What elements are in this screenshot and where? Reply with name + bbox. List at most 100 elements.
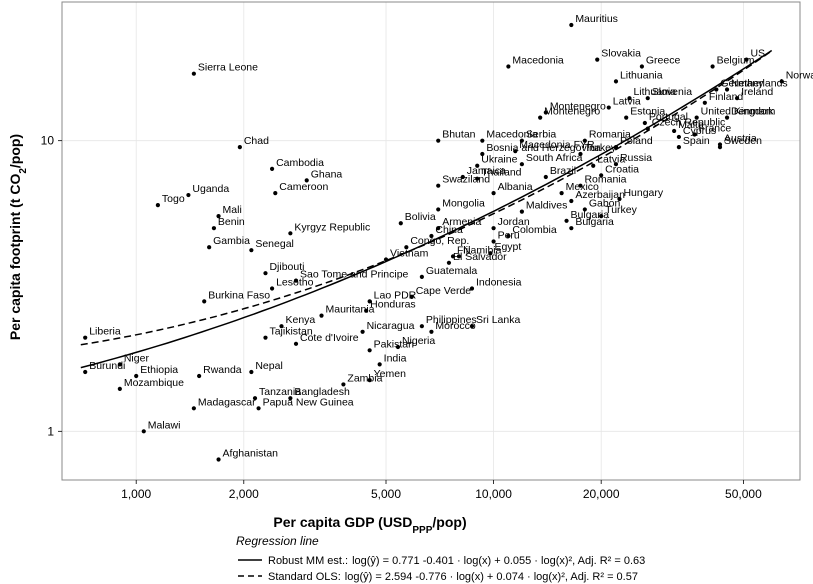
- point-label: Peru: [498, 229, 520, 241]
- data-point: [273, 191, 278, 196]
- point-label: United Kingdom: [701, 106, 776, 118]
- legend-entry-robust: Robust MM est.: log(ŷ) = 0.771 -0.401 · l…: [268, 555, 645, 567]
- point-label: Latvia: [613, 96, 641, 108]
- point-label: Denmark: [731, 106, 774, 118]
- data-point: [506, 64, 511, 69]
- data-point: [491, 239, 496, 244]
- data-point: [488, 251, 493, 256]
- data-point: [480, 151, 485, 157]
- point-label: India: [384, 352, 407, 364]
- point-label: Pakistan: [374, 338, 414, 350]
- point-label: Mexico: [566, 181, 599, 193]
- point-label: Mali: [223, 204, 242, 216]
- point-label: Jordan: [498, 216, 530, 228]
- data-point: [613, 162, 619, 167]
- x-tick-label: 5,000: [371, 487, 401, 501]
- data-point: [191, 71, 196, 76]
- point-label: Mozambique: [124, 377, 184, 389]
- data-point: [469, 324, 475, 329]
- data-point: [409, 294, 414, 300]
- point-label: US: [750, 48, 765, 60]
- data-point: [429, 329, 434, 334]
- data-point: [419, 274, 424, 279]
- point-label: Bhutan: [442, 129, 475, 141]
- data-point: [469, 286, 475, 291]
- point-label: Greece: [646, 54, 681, 66]
- data-point: [606, 105, 611, 110]
- point-label: Slovenia: [652, 86, 692, 98]
- data-point: [279, 324, 284, 329]
- data-point: [450, 254, 456, 259]
- point-label: Morocco: [435, 320, 475, 332]
- data-point: [578, 151, 583, 157]
- data-point: [360, 329, 365, 334]
- data-point: [367, 299, 372, 304]
- point-label: Turkey: [605, 204, 637, 216]
- data-point: [645, 126, 650, 131]
- data-point: [211, 226, 217, 231]
- data-point: [377, 362, 382, 367]
- data-point: [645, 96, 650, 101]
- data-point: [117, 362, 122, 367]
- point-label: Macedonia: [486, 129, 538, 141]
- data-point: [627, 96, 632, 101]
- data-point: [569, 198, 574, 204]
- data-point: [569, 22, 574, 28]
- point-label: Macedonia FYR: [519, 139, 595, 151]
- legend-entry-ols: Standard OLS: log(ŷ) = 2.594 -0.776 · log…: [268, 571, 638, 583]
- data-point: [582, 207, 587, 212]
- data-point: [191, 406, 196, 411]
- point-label: Yemen: [374, 368, 406, 380]
- point-label: Montenegro: [550, 101, 606, 113]
- point-label: Serbia: [526, 129, 557, 141]
- data-point: [288, 231, 293, 236]
- data-point: [319, 313, 324, 318]
- point-label: Mongolia: [442, 197, 485, 209]
- point-label: Belgium: [717, 54, 755, 66]
- data-point: [639, 64, 645, 69]
- point-label: France: [699, 123, 732, 135]
- point-label: Hungary: [623, 187, 663, 199]
- data-point: [744, 57, 749, 62]
- y-tick-label: 1: [47, 424, 54, 438]
- data-point: [538, 115, 543, 120]
- point-label: Bangladesh: [294, 386, 350, 398]
- data-point: [263, 271, 268, 276]
- x-tick-label: 10,000: [475, 487, 512, 501]
- point-label: Zambia: [347, 372, 382, 384]
- point-label: Netherlands: [731, 77, 788, 89]
- data-point: [591, 163, 596, 168]
- point-label: Poland: [620, 135, 653, 147]
- point-label: Cameroon: [279, 181, 328, 193]
- data-point: [288, 396, 293, 401]
- data-point: [519, 209, 524, 214]
- point-label: Romania: [589, 129, 631, 141]
- data-point: [734, 96, 740, 101]
- data-point: [436, 138, 441, 143]
- data-point: [186, 192, 191, 198]
- point-label: Nepal: [255, 360, 282, 372]
- point-label: Sierra Leone: [198, 62, 258, 74]
- point-label: Turkey: [584, 142, 616, 154]
- data-point: [559, 191, 564, 196]
- data-point: [599, 214, 604, 219]
- data-point: [624, 115, 629, 120]
- point-label: Uganda: [192, 183, 229, 195]
- data-point: [249, 369, 254, 375]
- point-label: Cambodia: [276, 157, 324, 169]
- point-label: Czech Republic: [652, 117, 726, 129]
- data-point: [216, 457, 221, 462]
- data-point: [436, 183, 441, 188]
- regression-lines: [80, 49, 773, 369]
- data-point: [429, 233, 434, 239]
- data-point: [269, 286, 275, 291]
- data-point: [398, 221, 403, 226]
- data-point: [676, 145, 682, 150]
- point-label: Indonesia: [476, 277, 522, 289]
- ols-regression-line: [80, 50, 773, 346]
- data-point: [779, 79, 784, 84]
- point-label: Cape Verde: [416, 285, 472, 297]
- data-point: [569, 226, 574, 231]
- data-point: [367, 348, 372, 353]
